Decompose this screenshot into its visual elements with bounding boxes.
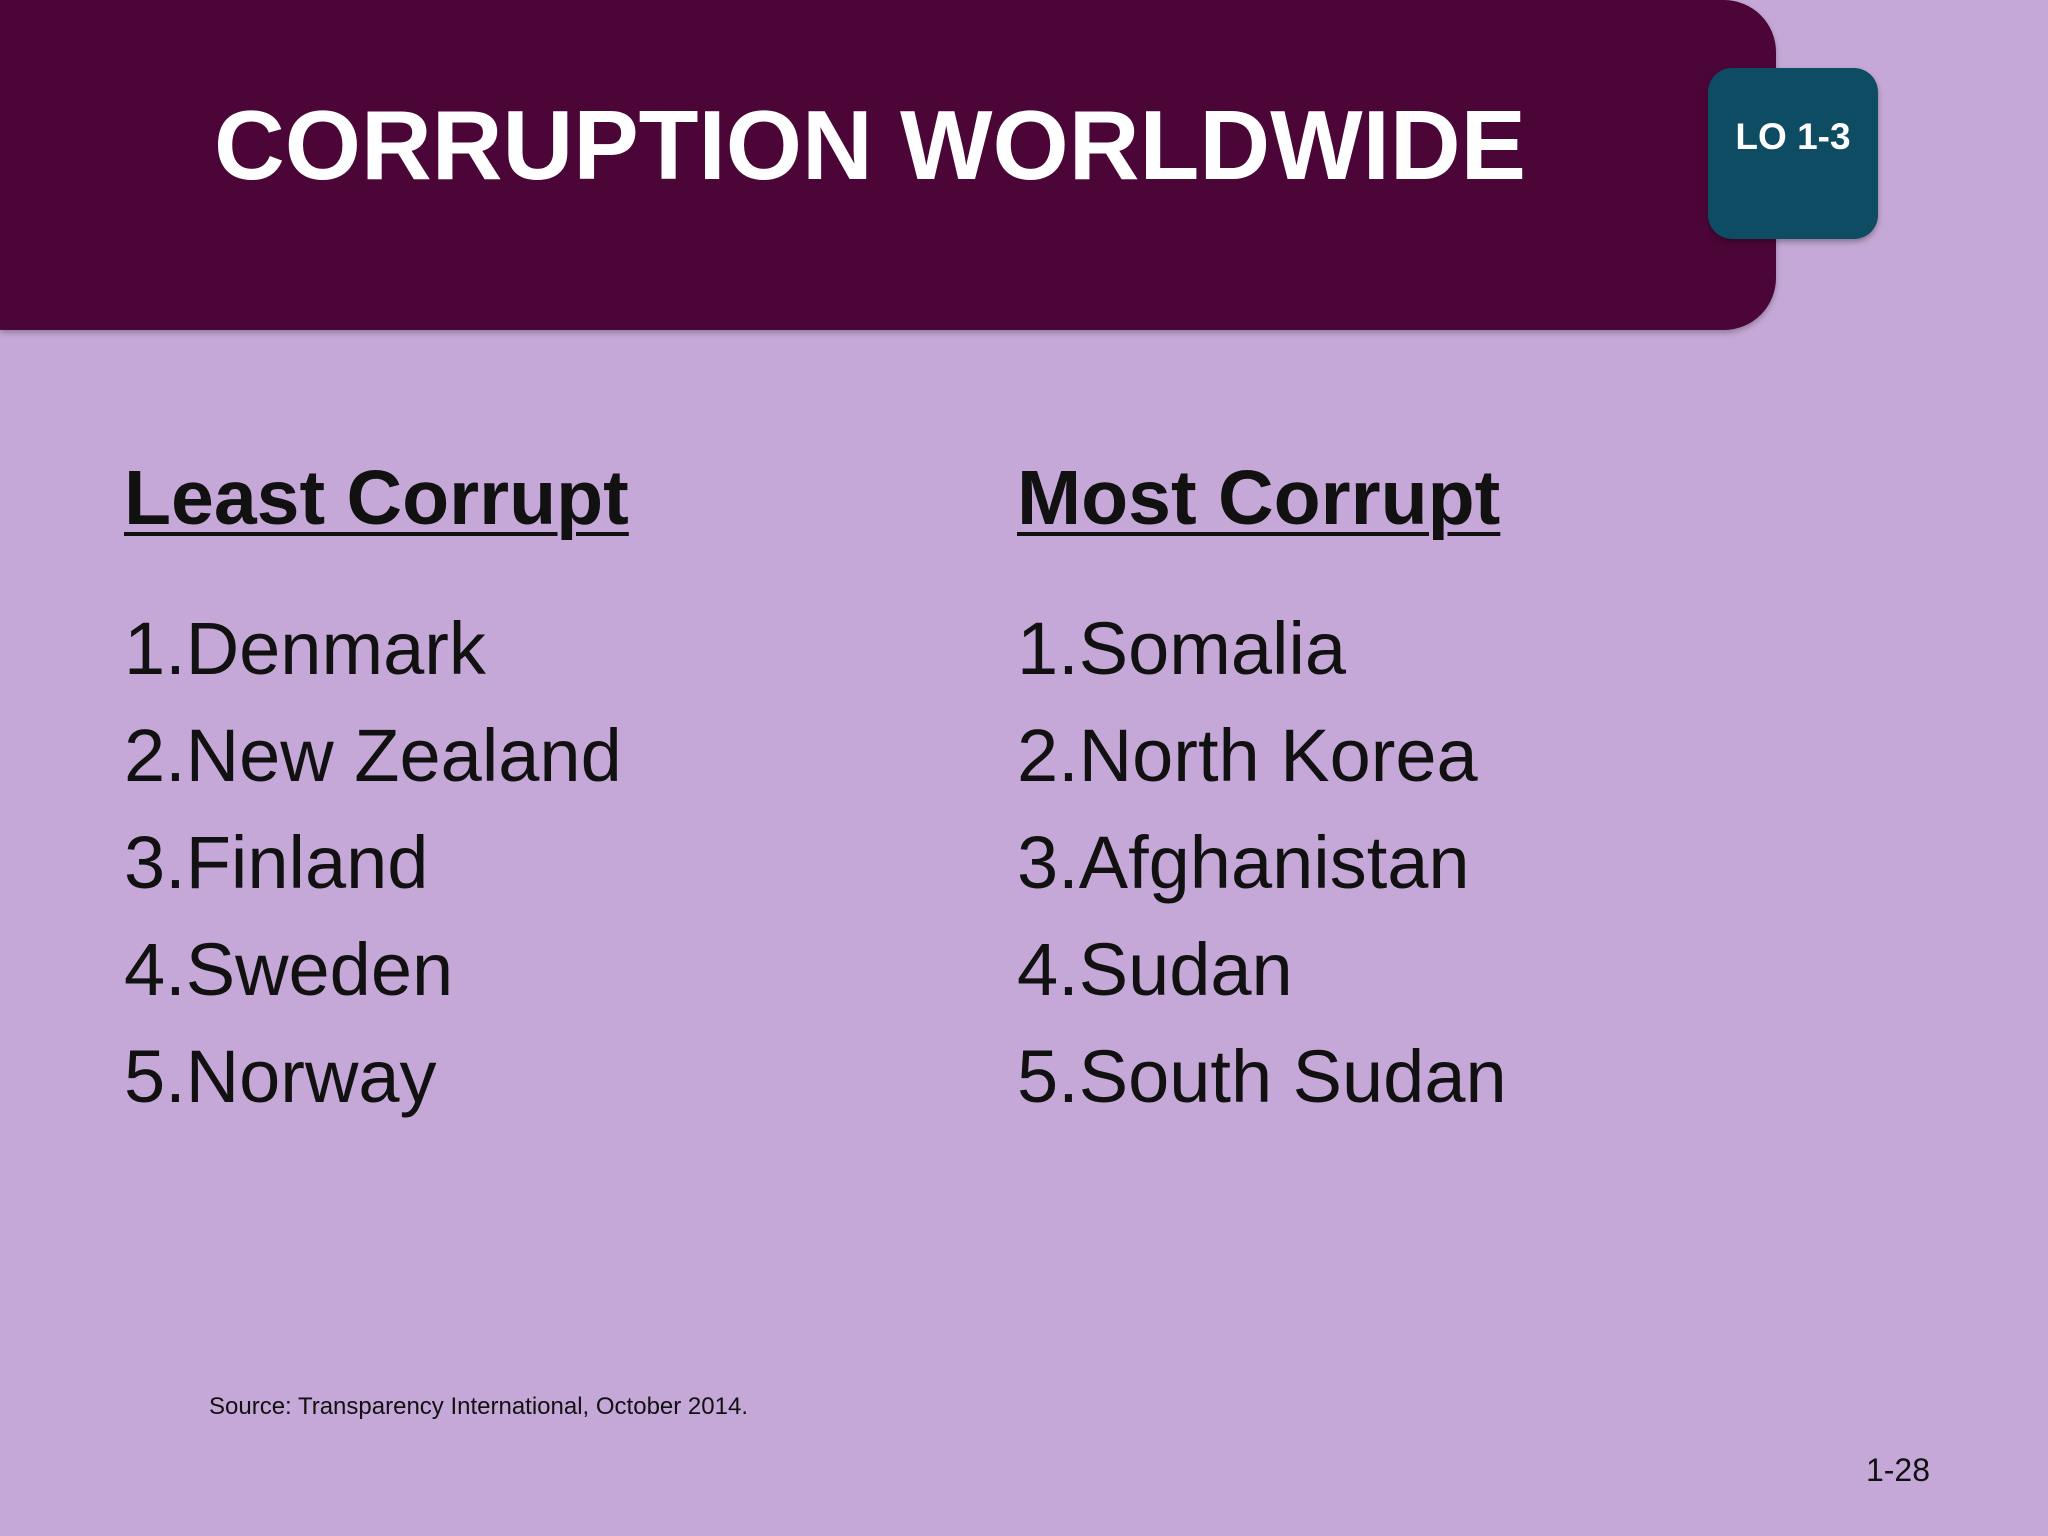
column: Most Corrupt 1.Somalia 2.North Korea 3.Afgh… — [1017, 460, 1507, 1130]
list-item: 1.Denmark — [124, 607, 486, 690]
list-item: 1.Somalia — [1017, 607, 1347, 690]
source: Source: Transparency International, Octo… — [209, 1393, 748, 1420]
list-item: 3.Finland — [124, 821, 429, 904]
list-item: 4.Sweden — [124, 928, 454, 1011]
title: CORRUPTION WORLDWIDE — [214, 90, 1526, 200]
column-heading: Least Corrupt — [124, 455, 629, 541]
page-number: 1-28 — [1865, 1452, 1930, 1488]
list-item: 2.North Korea — [1017, 714, 1478, 797]
list-item: 5.Norway — [124, 1035, 437, 1118]
list-item: 5.South Sudan — [1017, 1035, 1507, 1118]
list-item: 3.Afghanistan — [1017, 821, 1470, 904]
list-item: 2.New Zealand — [124, 714, 622, 797]
list-item: 4.Sudan — [1017, 928, 1293, 1011]
column-heading: Most Corrupt — [1017, 455, 1501, 541]
lo-badge: LO 1-3 — [1708, 68, 1878, 239]
column: Least Corrupt 1.Denmark 2.New Zealand 3.Fin… — [124, 460, 629, 1130]
header-band — [0, 0, 1776, 330]
